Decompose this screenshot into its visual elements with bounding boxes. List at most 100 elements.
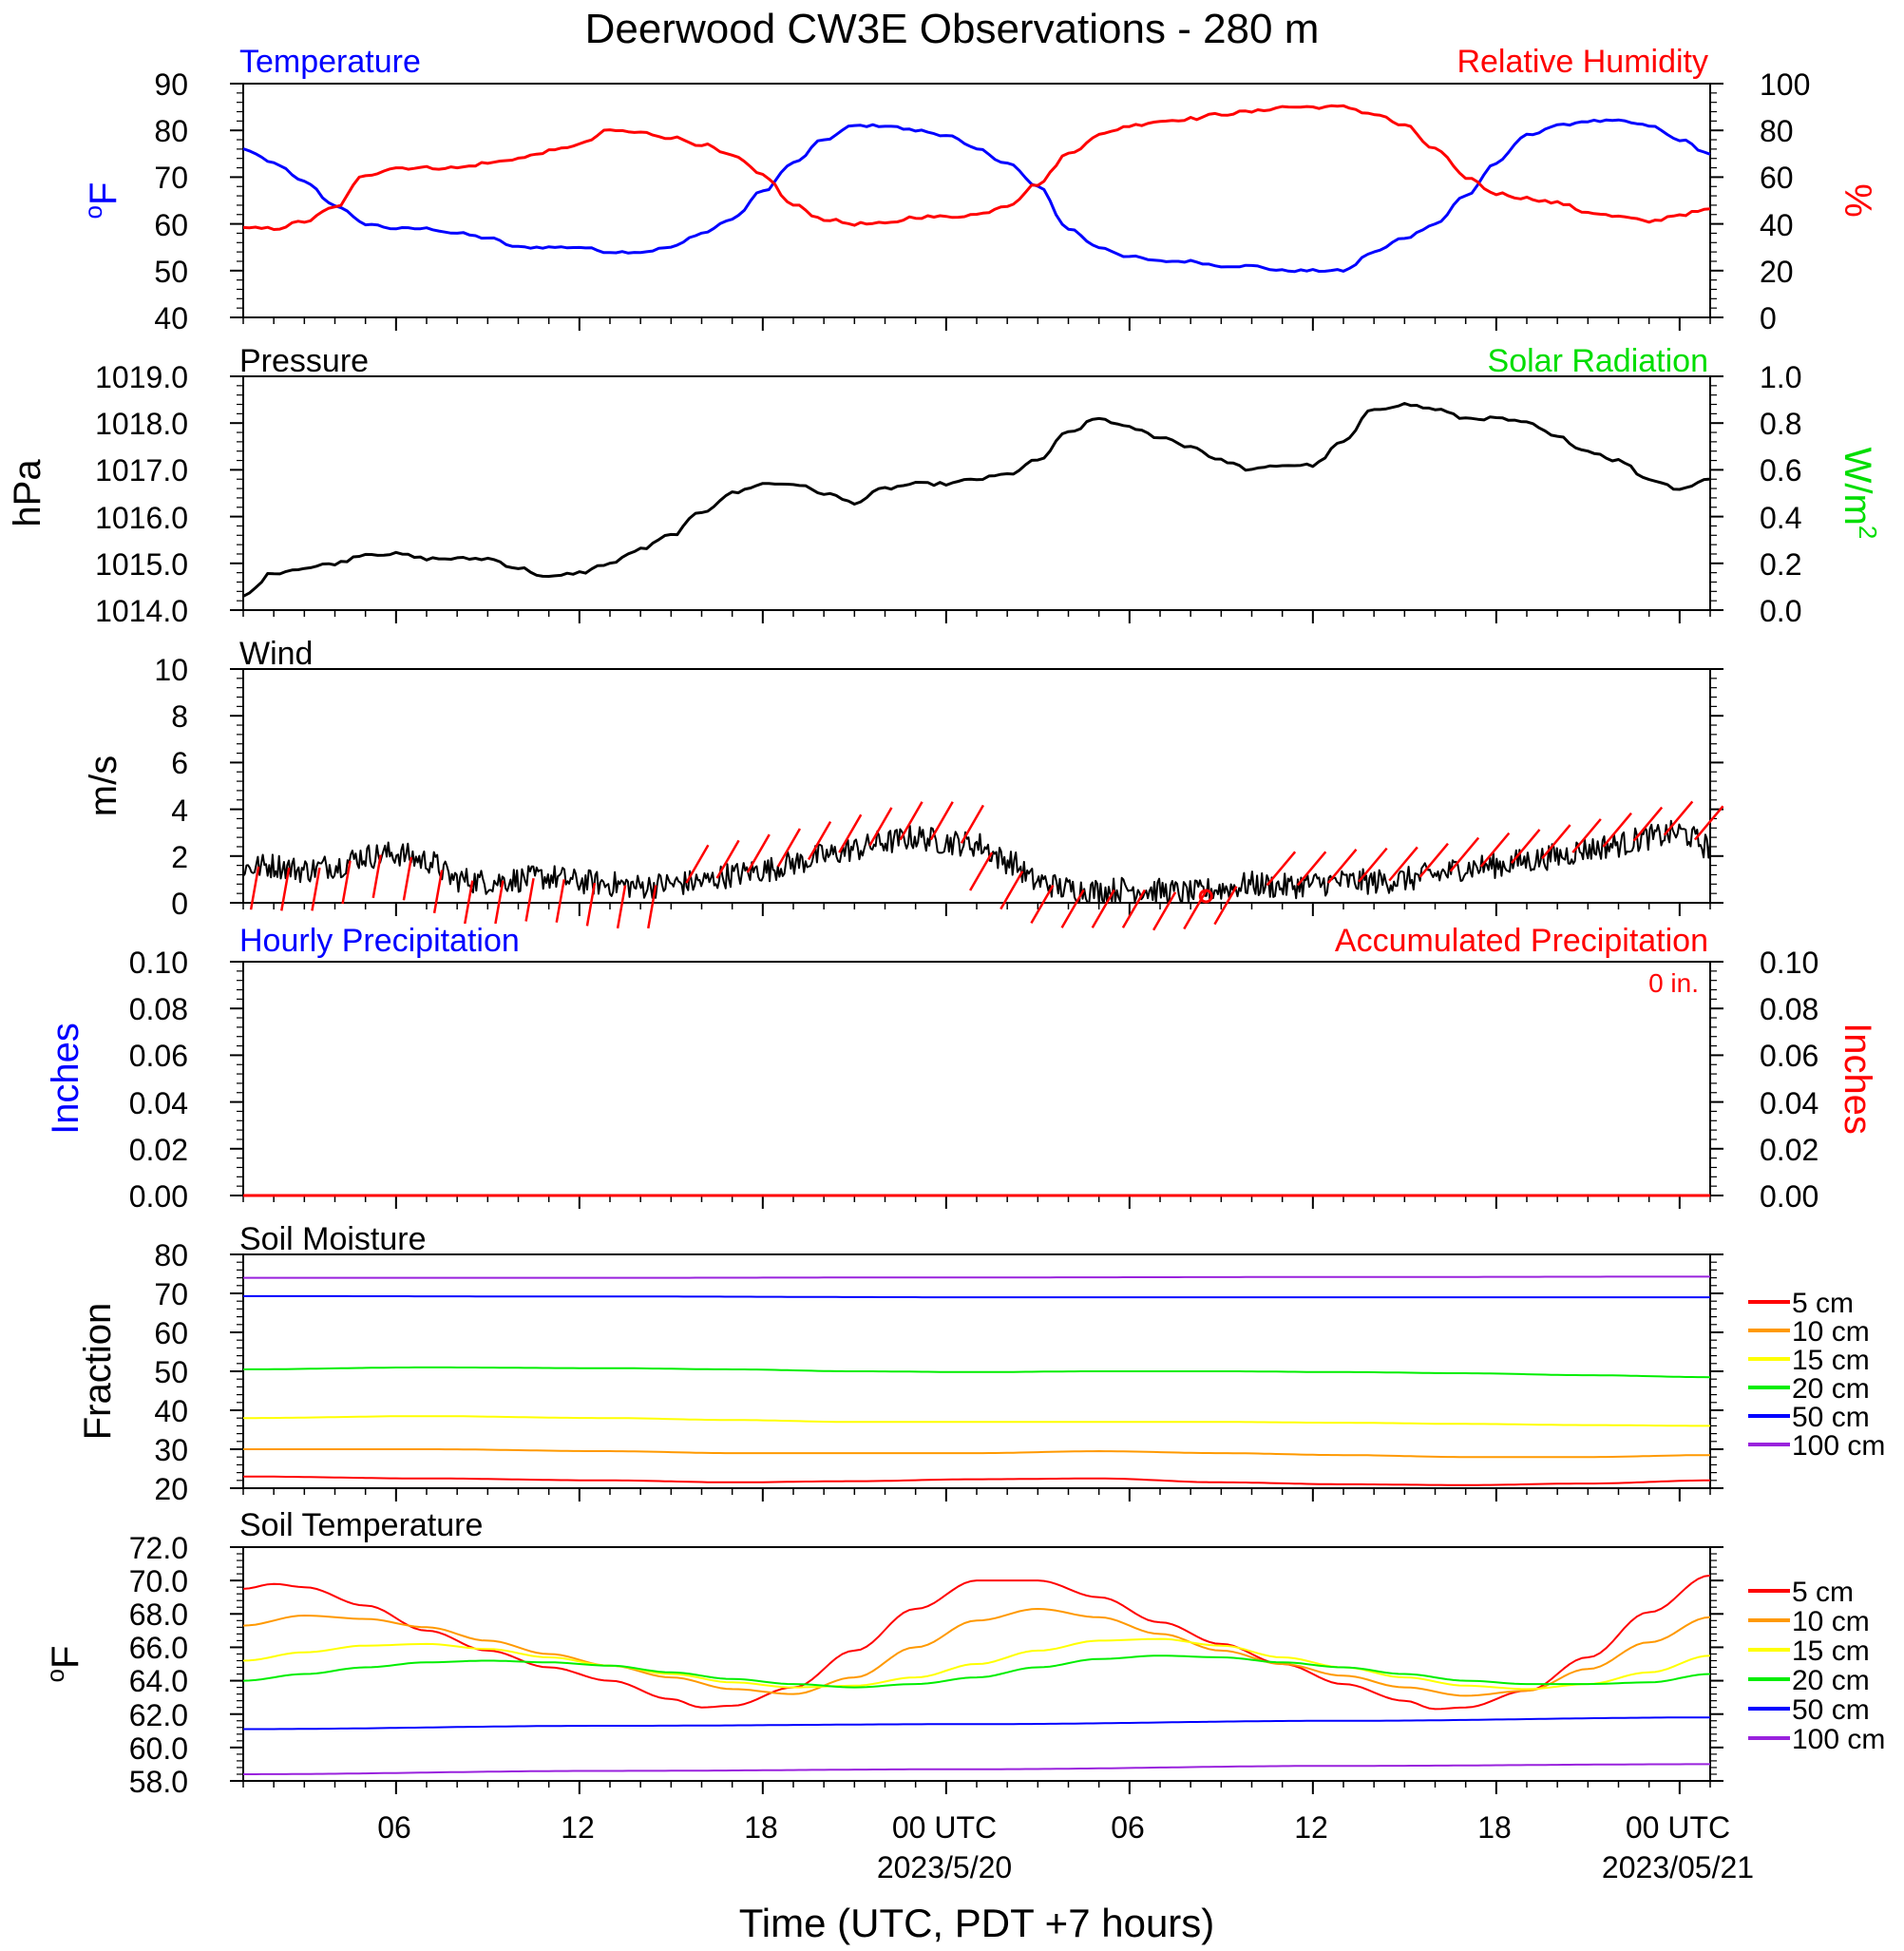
legend-label-10cm: 10 cm: [1792, 1316, 1870, 1348]
wind-barb: [1693, 805, 1724, 841]
soiltemp-tick-label: 68.0: [129, 1597, 188, 1632]
wind-tick-label: 8: [171, 699, 188, 734]
series-line-100-cm: [243, 1275, 1710, 1279]
solar-title: Solar Radiation: [1488, 343, 1708, 379]
wind-barb: [1358, 847, 1388, 883]
figure-title: Deerwood CW3E Observations - 280 m: [585, 6, 1320, 52]
wind-title: Wind: [239, 636, 313, 672]
series-line-100-cm: [243, 1763, 1710, 1775]
legend-label-15cm: 15 cm: [1792, 1345, 1870, 1376]
moisture-tick-label: 30: [154, 1433, 188, 1467]
wind-barb: [960, 804, 984, 844]
precip-right-tick-label: 0.02: [1760, 1133, 1818, 1167]
soiltemp-tick-label: 72.0: [129, 1531, 188, 1565]
pressure-tick-label: 1016.0: [95, 501, 188, 535]
legend-label-20cm: 20 cm: [1792, 1665, 1870, 1696]
soiltemp-tick-label: 58.0: [129, 1765, 188, 1799]
precip-right-tick-label: 0.04: [1760, 1086, 1818, 1120]
wind-barb: [969, 851, 994, 891]
rh-tick-label: 80: [1760, 114, 1794, 148]
wind-barb: [1121, 889, 1146, 928]
wind-barb: [311, 867, 321, 911]
wind-barb: [1091, 889, 1115, 928]
legend-label-10cm: 10 cm: [1792, 1606, 1870, 1637]
precip-tick-label: 0.00: [129, 1179, 188, 1214]
temp-tick-label: 80: [154, 114, 188, 148]
panel-temp-rh: Temperature Relative Humidity 40 50 60 7…: [79, 44, 1878, 335]
pressure-axis-unit: hPa: [7, 459, 48, 527]
panel-soil-temperature: Soil Temperature 58.0 60.0 62.0 64.0 66.…: [41, 1507, 1885, 1799]
precip-tick-label: 0.10: [129, 946, 188, 980]
pressure-tick-label: 1015.0: [95, 547, 188, 582]
series-line-50-cm: [243, 1716, 1710, 1731]
rh-tick-label: 100: [1760, 67, 1810, 102]
wind-barb: [1479, 832, 1511, 868]
panel-pressure-frame: [242, 375, 1711, 611]
temp-left-tick-labels: 40 50 60 70 80 90: [154, 67, 188, 335]
panel-wind-frame: [242, 668, 1711, 904]
precip-tick-label: 0.04: [129, 1086, 188, 1120]
wind-barb: [838, 813, 863, 853]
wind-barb: [1571, 818, 1602, 853]
wind-barb: [280, 867, 291, 911]
solar-tick-label: 0.6: [1760, 453, 1801, 488]
precip-right-tick-label: 0.06: [1760, 1039, 1818, 1073]
legend-label-15cm: 15 cm: [1792, 1635, 1870, 1667]
rh-tick-label: 60: [1760, 161, 1794, 195]
rh-axis-unit: %: [1837, 183, 1878, 218]
solar-tick-label: 0.8: [1760, 407, 1801, 441]
pressure-tick-label: 1017.0: [95, 453, 188, 488]
wind-barb: [1632, 806, 1664, 842]
temperature-title: Temperature: [239, 44, 421, 80]
wind-barb: [1602, 812, 1632, 848]
series-line-10-cm: [243, 1448, 1710, 1459]
wind-barb: [1000, 870, 1024, 910]
time-tick-label: 06: [377, 1810, 411, 1845]
hourly-precip-title: Hourly Precipitation: [239, 923, 520, 959]
time-tick-label: 00 UTC: [892, 1810, 997, 1845]
wind-tick-label: 0: [171, 887, 188, 921]
soil-temperature-title: Soil Temperature: [239, 1507, 483, 1543]
wind-barb: [808, 821, 832, 861]
soiltemp-axis-unit: oF: [41, 1646, 86, 1683]
wind-barb: [1266, 851, 1297, 887]
series-line-20-cm: [242, 1366, 1711, 1379]
series-line-pressure: [242, 402, 1711, 598]
wind-barb: [1213, 886, 1238, 926]
legend-label-5cm: 5 cm: [1792, 1577, 1854, 1608]
temp-tick-label: 40: [154, 301, 188, 335]
time-tick-date: 2023/5/20: [877, 1850, 1012, 1884]
temp-tick-label: 50: [154, 255, 188, 289]
wind-barb: [899, 801, 923, 841]
legend-label-50cm: 50 cm: [1792, 1402, 1870, 1433]
wind-barb: [1510, 829, 1541, 864]
wind-barb: [1152, 891, 1177, 931]
temp-tick-label: 90: [154, 67, 188, 102]
soiltemp-legend: 5 cm 10 cm 15 cm 20 cm 50 cm 100 cm: [1748, 1577, 1885, 1755]
wind-barb: [776, 828, 801, 868]
wind-tick-label: 6: [171, 746, 188, 780]
solar-tick-label: 0.0: [1760, 594, 1801, 628]
panel-wind: Wind 0 2 4 6 8 10 m/s: [83, 636, 1711, 921]
series-line-relative-humidity: [242, 104, 1711, 231]
time-tick-label: 18: [1477, 1810, 1512, 1845]
soiltemp-tick-label: 62.0: [129, 1698, 188, 1732]
wind-barb: [432, 870, 444, 914]
wind-barb: [402, 856, 413, 901]
pressure-tick-label: 1014.0: [95, 594, 188, 628]
soiltemp-tick-label: 60.0: [129, 1731, 188, 1766]
series-line-10-cm: [242, 1608, 1711, 1697]
wind-barb: [1296, 851, 1327, 887]
rh-tick-label: 0: [1760, 301, 1777, 335]
moisture-legend: 5 cm 10 cm 15 cm 20 cm 50 cm 100 cm: [1748, 1288, 1885, 1462]
precip-right-tick-label: 0.10: [1760, 946, 1818, 980]
soiltemp-tick-label: 70.0: [129, 1564, 188, 1598]
time-tick-label: 12: [1294, 1810, 1328, 1845]
wind-barb: [585, 882, 597, 927]
wind-barb: [1388, 846, 1418, 882]
temp-tick-label: 70: [154, 161, 188, 195]
wind-barb: [1060, 889, 1085, 928]
wind-left-tick-labels: 0 2 4 6 8 10: [154, 653, 188, 921]
soiltemp-left-tick-labels: 58.0 60.0 62.0 64.0 66.0 68.0 70.0 72.0: [129, 1531, 188, 1799]
precip-tick-label: 0.06: [129, 1039, 188, 1073]
